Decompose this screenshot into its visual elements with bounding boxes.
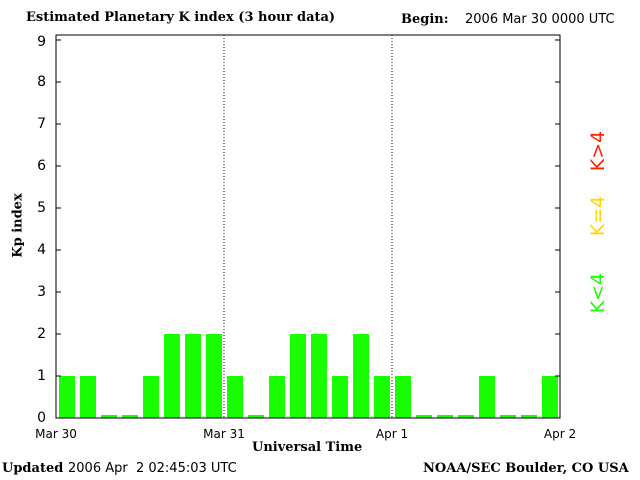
- x-tick-label: Apr 1: [376, 427, 408, 441]
- kp-bar: [164, 334, 180, 418]
- y-tick-label: 0: [37, 410, 46, 426]
- updated-label: Updated: [2, 461, 64, 476]
- kp-bar: [458, 415, 474, 418]
- kp-bar: [311, 334, 327, 418]
- kp-bar: [227, 376, 243, 418]
- y-tick-label: 3: [37, 284, 46, 300]
- kp-bar: [542, 376, 558, 418]
- y-tick-label: 7: [37, 116, 46, 132]
- y-tick-label: 9: [37, 34, 46, 50]
- kp-bar: [395, 376, 411, 418]
- plot-frame: [55, 34, 561, 419]
- kp-bar: [143, 376, 159, 418]
- kp-bar: [248, 415, 264, 418]
- y-axis-label: Kp index: [10, 193, 26, 258]
- kp-bar: [374, 376, 390, 418]
- kp-bar: [290, 334, 306, 418]
- kp-bar: [521, 415, 537, 418]
- y-tick-label: 8: [37, 74, 46, 90]
- kp-bar: [332, 376, 348, 418]
- kp-bar: [122, 415, 138, 418]
- legend-k-eq-4: K=4: [587, 195, 610, 237]
- source-label: NOAA/SEC Boulder, CO USA: [423, 461, 629, 476]
- begin-label: Begin:: [401, 12, 449, 27]
- y-tick-label: 6: [37, 158, 46, 174]
- kp-bar: [206, 334, 222, 418]
- y-tick-label: 4: [37, 242, 46, 258]
- kp-bar: [479, 376, 495, 418]
- legend-k-lt-4: K<4: [587, 272, 610, 314]
- x-axis-label: Universal Time: [252, 440, 363, 455]
- chart-title: Estimated Planetary K index (3 hour data…: [26, 10, 336, 25]
- kp-bar: [269, 376, 285, 418]
- kp-bar: [59, 376, 75, 418]
- kp-bar: [101, 415, 117, 418]
- kp-bar: [416, 415, 432, 418]
- begin-value: 2006 Mar 30 0000 UTC: [465, 12, 615, 27]
- kp-bar: [185, 334, 201, 418]
- y-tick-label: 1: [37, 368, 46, 384]
- kp-bar: [353, 334, 369, 418]
- y-tick-label: 2: [37, 326, 46, 342]
- updated-value: 2006 Apr 2 02:45:03 UTC: [68, 461, 237, 476]
- x-tick-label: Mar 30: [35, 427, 77, 441]
- kp-bar: [437, 415, 453, 418]
- kp-bar: [80, 376, 96, 418]
- y-tick-label: 5: [37, 200, 46, 216]
- x-tick-label: Mar 31: [203, 427, 245, 441]
- x-tick-label: Apr 2: [544, 427, 576, 441]
- kp-bar: [500, 415, 516, 418]
- legend-k-gt-4: K>4: [587, 130, 610, 172]
